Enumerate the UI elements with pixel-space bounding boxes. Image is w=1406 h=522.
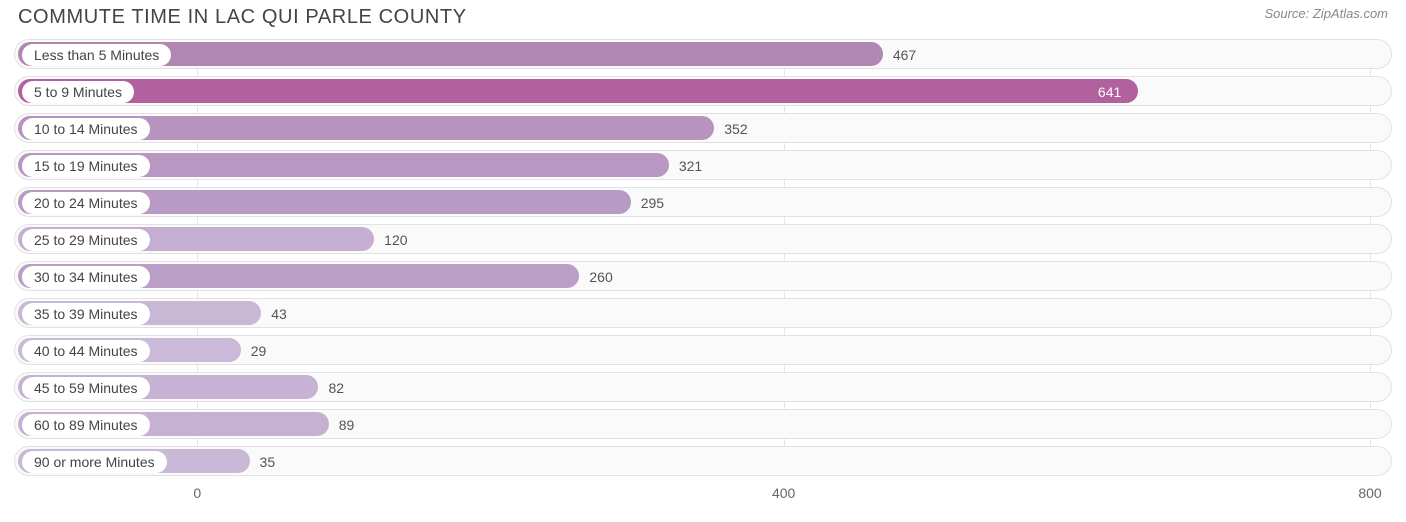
bar-value-label: 89 <box>339 410 355 440</box>
bar-value-label: 35 <box>260 447 276 477</box>
bar-row: 15 to 19 Minutes 321 <box>14 150 1392 180</box>
bar-row: 20 to 24 Minutes 295 <box>14 187 1392 217</box>
bar-row: 30 to 34 Minutes 260 <box>14 261 1392 291</box>
bar-row: 45 to 59 Minutes 82 <box>14 372 1392 402</box>
bar-value-label: 352 <box>724 114 747 144</box>
bar-category-label: 45 to 59 Minutes <box>22 377 150 399</box>
bar-category-label: 30 to 34 Minutes <box>22 266 150 288</box>
chart-area: Less than 5 Minutes 467 5 to 9 Minutes 641 1… <box>0 31 1406 476</box>
bar-value-label: 29 <box>251 336 267 366</box>
x-axis-tick: 400 <box>772 485 795 501</box>
bar-row: 10 to 14 Minutes 352 <box>14 113 1392 143</box>
bar-category-label: Less than 5 Minutes <box>22 44 171 66</box>
bar-category-label: 20 to 24 Minutes <box>22 192 150 214</box>
bar-value-label: 467 <box>893 40 916 70</box>
chart-header: COMMUTE TIME IN LAC QUI PARLE COUNTY Sou… <box>0 0 1406 31</box>
bar-value-label: 260 <box>589 262 612 292</box>
bar-category-label: 90 or more Minutes <box>22 451 167 473</box>
bar-row: 25 to 29 Minutes 120 <box>14 224 1392 254</box>
bar-category-label: 25 to 29 Minutes <box>22 229 150 251</box>
bar-category-label: 40 to 44 Minutes <box>22 340 150 362</box>
x-axis-tick: 0 <box>193 485 201 501</box>
chart-title: COMMUTE TIME IN LAC QUI PARLE COUNTY <box>18 6 467 29</box>
bar-row: 5 to 9 Minutes 641 <box>14 76 1392 106</box>
bar-category-label: 35 to 39 Minutes <box>22 303 150 325</box>
bar-value-label: 43 <box>271 299 287 329</box>
bar-value-label: 295 <box>641 188 664 218</box>
bar-category-label: 10 to 14 Minutes <box>22 118 150 140</box>
x-axis-tick: 800 <box>1358 485 1381 501</box>
bar-row: 35 to 39 Minutes 43 <box>14 298 1392 328</box>
bar-fill <box>18 79 1138 103</box>
bar-row: 60 to 89 Minutes 89 <box>14 409 1392 439</box>
bar-row: Less than 5 Minutes 467 <box>14 39 1392 69</box>
bar-category-label: 5 to 9 Minutes <box>22 81 134 103</box>
bar-value-label: 321 <box>679 151 702 181</box>
bar-value-label: 82 <box>328 373 344 403</box>
bar-category-label: 15 to 19 Minutes <box>22 155 150 177</box>
bar-row: 40 to 44 Minutes 29 <box>14 335 1392 365</box>
x-axis: 0 400 800 <box>14 483 1392 507</box>
bar-value-label: 120 <box>384 225 407 255</box>
chart-source: Source: ZipAtlas.com <box>1264 6 1388 21</box>
bar-value-label: 641 <box>1098 77 1121 107</box>
bar-category-label: 60 to 89 Minutes <box>22 414 150 436</box>
bar-row: 90 or more Minutes 35 <box>14 446 1392 476</box>
